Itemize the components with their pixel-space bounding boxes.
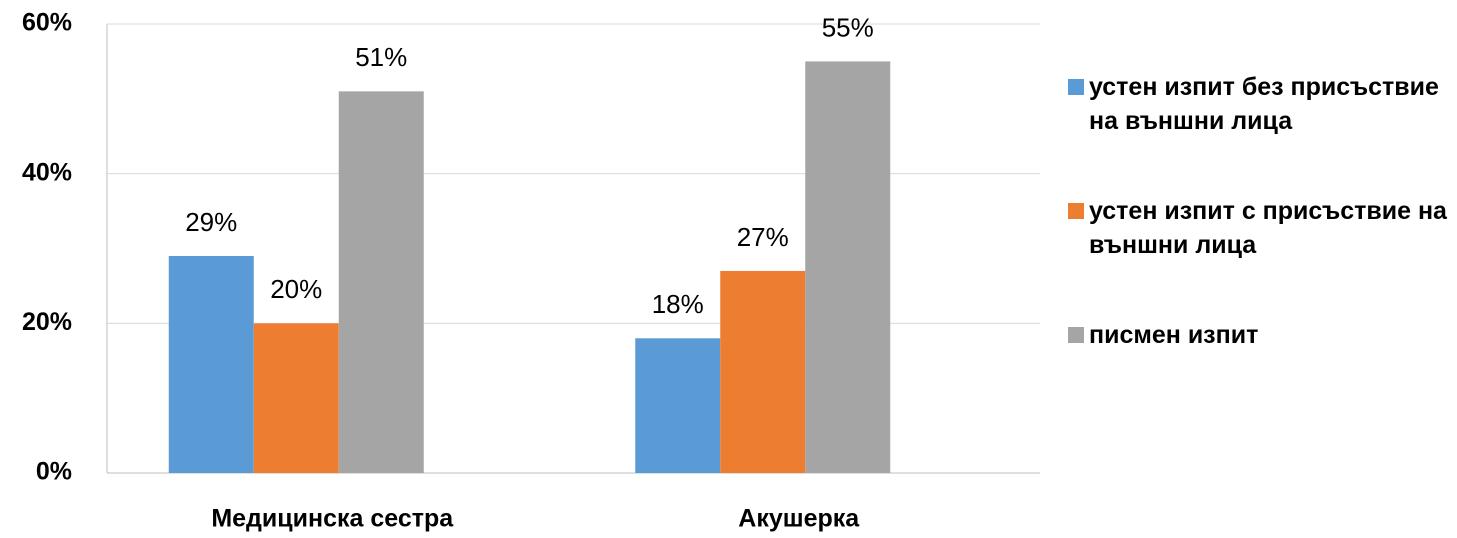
legend-item: устен изпит с присъствие на външни лица	[1068, 194, 1448, 262]
legend-label: писмен изпит	[1089, 321, 1259, 349]
data-label: 20%	[270, 274, 322, 304]
legend-item: устен изпит без присъствие на външни лиц…	[1068, 70, 1448, 138]
data-label: 18%	[652, 289, 704, 319]
legend-label: устен изпит без присъствие на външни лиц…	[1089, 73, 1439, 135]
legend-swatch	[1068, 79, 1084, 95]
data-label: 51%	[355, 42, 407, 72]
legend: устен изпит без присъствие на външни лиц…	[1068, 70, 1448, 408]
x-tick-label: Медицинска сестра	[211, 505, 454, 533]
data-label: 55%	[822, 12, 874, 42]
x-tick-label: Акушерка	[738, 505, 860, 533]
bar	[168, 255, 254, 473]
bar	[253, 323, 339, 473]
y-tick-label: 60%	[22, 9, 72, 37]
bar	[805, 61, 891, 474]
y-tick-label: 40%	[22, 158, 72, 186]
y-tick-label: 0%	[36, 458, 72, 486]
bar	[338, 91, 424, 473]
bar	[720, 270, 806, 473]
legend-label: устен изпит с присъствие на външни лица	[1089, 197, 1447, 259]
y-tick-label: 20%	[22, 308, 72, 336]
bar	[635, 338, 721, 473]
legend-swatch	[1068, 327, 1084, 343]
data-label: 27%	[737, 222, 789, 252]
data-label: 29%	[185, 207, 237, 237]
legend-swatch	[1068, 203, 1084, 219]
legend-item: писмен изпит	[1068, 318, 1448, 352]
